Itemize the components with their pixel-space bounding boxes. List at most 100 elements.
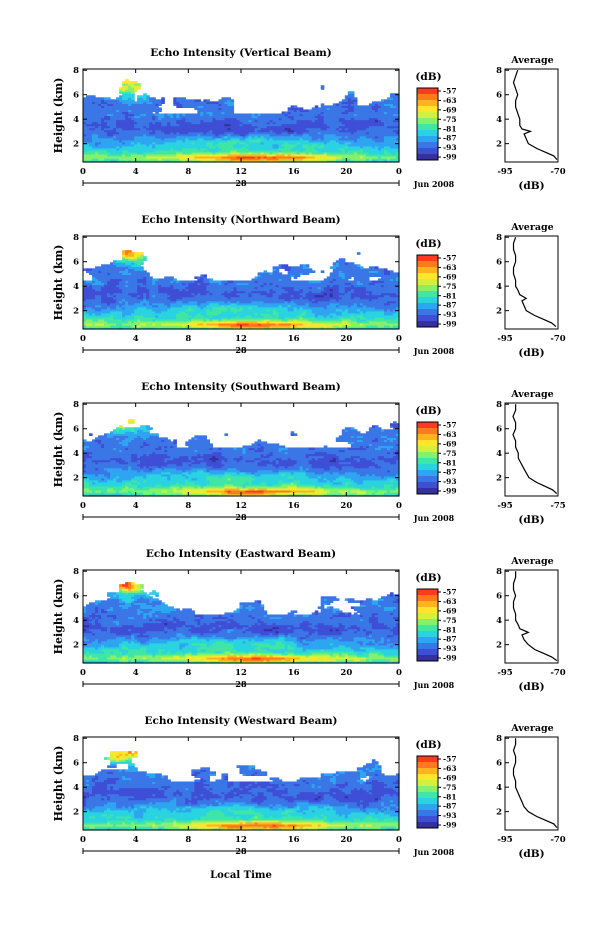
heatmap-cell xyxy=(281,127,286,131)
heatmap-cell xyxy=(341,123,346,127)
heatmap-cell xyxy=(383,137,388,141)
heatmap-cell xyxy=(140,129,144,133)
heatmap-cell xyxy=(182,308,186,312)
x-tick-label: 8 xyxy=(185,167,191,177)
heatmap-cell xyxy=(260,127,265,131)
heatmap-cell xyxy=(362,119,367,123)
heatmap-cell xyxy=(206,312,210,316)
heatmap-cell xyxy=(113,326,117,330)
heatmap-cell xyxy=(329,119,334,123)
heatmap-cell xyxy=(128,270,132,273)
heatmap-cell xyxy=(122,109,126,113)
heatmap-cell xyxy=(371,115,376,119)
heatmap-cell xyxy=(227,286,232,290)
heatmap-cell xyxy=(275,157,280,161)
heatmap-cell xyxy=(137,256,141,259)
heatmap-cell xyxy=(164,133,168,137)
heatmap-cell xyxy=(158,107,162,111)
heatmap-cell xyxy=(269,125,274,129)
heatmap-cell xyxy=(89,131,93,135)
heatmap-cell xyxy=(140,272,144,276)
heatmap-cell xyxy=(395,133,400,137)
heatmap-cell xyxy=(101,266,105,269)
heatmap-cell xyxy=(152,306,156,310)
heatmap-cell xyxy=(392,149,397,153)
heatmap-cell xyxy=(176,294,180,298)
heatmap-cell xyxy=(146,105,150,109)
heatmap-cell xyxy=(263,308,268,312)
heatmap-cell xyxy=(395,119,400,123)
heatmap-cell xyxy=(263,141,268,145)
heatmap-cell xyxy=(125,133,129,137)
heatmap-cell xyxy=(275,151,280,155)
heatmap-cell xyxy=(380,109,385,113)
heatmap-cell xyxy=(290,135,295,139)
heatmap-cell xyxy=(254,298,259,302)
heatmap-cell xyxy=(104,97,108,100)
heatmap-cell xyxy=(272,113,277,117)
heatmap-cell xyxy=(242,294,247,298)
heatmap-cell xyxy=(254,296,259,300)
heatmap-cell xyxy=(311,127,316,131)
heatmap-cell xyxy=(158,300,162,304)
heatmap-cell xyxy=(83,286,87,290)
heatmap-cell xyxy=(167,278,171,282)
heatmap-cell xyxy=(335,155,340,159)
heatmap-cell xyxy=(362,143,367,147)
heatmap-cell xyxy=(290,141,295,145)
heatmap-cell xyxy=(308,133,313,137)
heatmap-cell xyxy=(245,145,250,149)
heatmap-cell xyxy=(212,133,217,137)
heatmap-cell xyxy=(149,123,153,127)
heatmap-cell xyxy=(107,99,111,102)
heatmap-cell xyxy=(113,139,117,143)
heatmap-cell xyxy=(371,123,376,127)
heatmap-cell xyxy=(386,105,391,109)
heatmap-cell xyxy=(194,318,198,322)
heatmap-cell xyxy=(305,151,310,155)
heatmap-cell xyxy=(122,115,126,119)
heatmap-cell xyxy=(89,137,93,141)
heatmap-cell xyxy=(125,272,129,276)
heatmap-cell xyxy=(119,123,123,127)
heatmap-cell xyxy=(320,133,325,137)
heatmap-cell xyxy=(137,129,141,133)
heatmap-cell xyxy=(119,278,123,282)
heatmap-cell xyxy=(98,145,102,149)
heatmap-cell xyxy=(170,129,174,133)
heatmap-cell xyxy=(116,123,120,127)
heatmap-cell xyxy=(353,141,358,145)
heatmap-cell xyxy=(248,322,253,326)
heatmap-cell xyxy=(182,320,186,324)
heatmap-cell xyxy=(365,139,370,143)
heatmap-cell xyxy=(224,324,229,328)
heatmap-cell xyxy=(248,312,253,316)
heatmap-cell xyxy=(182,304,186,308)
heatmap-cell xyxy=(239,139,244,143)
heatmap-cell xyxy=(209,294,214,298)
heatmap-cell xyxy=(173,308,177,312)
heatmap-cell xyxy=(368,103,373,106)
x-tick-label: 20 xyxy=(340,167,352,177)
heatmap-cell xyxy=(104,157,108,161)
heatmap-cell xyxy=(332,133,337,137)
heatmap-cell xyxy=(242,292,247,296)
panel-title: Echo Intensity (Northward Beam) xyxy=(141,214,340,226)
heatmap-cell xyxy=(113,129,117,133)
heatmap-cell xyxy=(92,304,96,308)
heatmap-cell xyxy=(125,139,129,143)
heatmap-cell xyxy=(257,316,262,320)
heatmap-cell xyxy=(317,129,322,133)
heatmap-cell xyxy=(131,314,135,318)
heatmap-cell xyxy=(338,127,343,131)
heatmap-cell xyxy=(113,113,117,117)
heatmap-cell xyxy=(356,155,361,159)
heatmap-cell xyxy=(308,137,313,141)
heatmap-cell xyxy=(206,135,210,139)
heatmap-cell xyxy=(164,153,168,157)
heatmap-cell xyxy=(302,137,307,141)
heatmap-cell xyxy=(161,115,165,119)
heatmap-cell xyxy=(137,262,141,265)
heatmap-cell xyxy=(131,320,135,324)
heatmap-cell xyxy=(113,260,117,263)
